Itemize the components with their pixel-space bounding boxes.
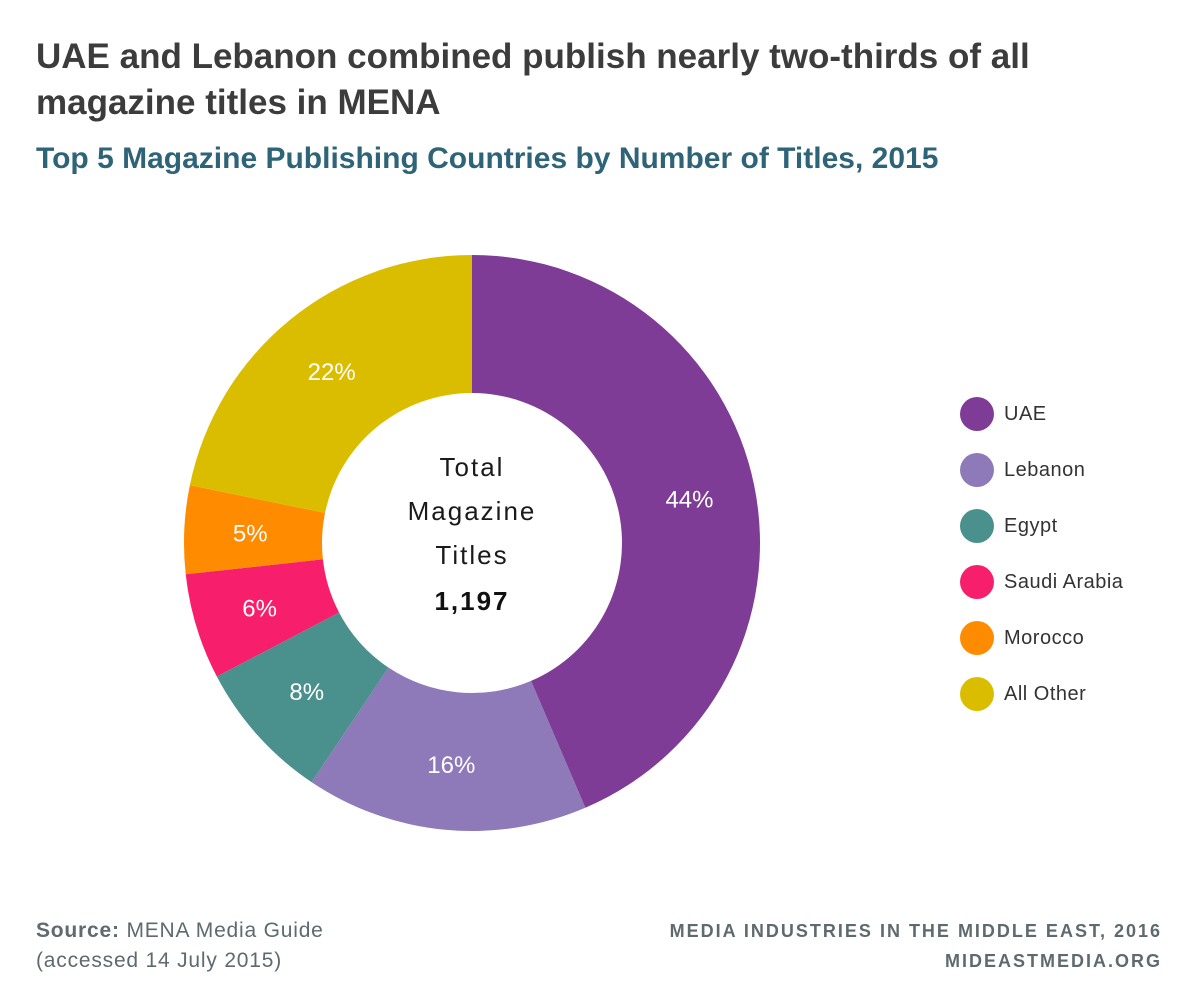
center-label: Total Magazine Titles 1,197 [408, 452, 537, 616]
legend-swatch-saudi-arabia [960, 565, 994, 599]
legend: UAE Lebanon Egypt Saudi Arabia Morocco A… [960, 386, 1123, 722]
credit-website: MIDEASTMEDIA.ORG [944, 951, 1162, 971]
donut-slices [184, 255, 760, 831]
slice-label-all-other: 22% [308, 359, 356, 386]
legend-item-egypt: Egypt [960, 498, 1123, 554]
legend-label-all-other: All Other [1004, 682, 1087, 705]
legend-item-all-other: All Other [960, 666, 1123, 722]
legend-item-saudi-arabia: Saudi Arabia [960, 554, 1123, 610]
legend-label-saudi-arabia: Saudi Arabia [1004, 570, 1124, 593]
publication-credit: MEDIA INDUSTRIES IN THE MIDDLE EAST, 201… [670, 916, 1162, 976]
legend-label-lebanon: Lebanon [1004, 458, 1086, 481]
legend-label-egypt: Egypt [1004, 514, 1058, 537]
legend-swatch-uae [960, 397, 994, 431]
source-label: Source: [36, 919, 120, 942]
legend-item-uae: UAE [960, 386, 1123, 442]
legend-label-morocco: Morocco [1004, 626, 1085, 649]
credit-publication: MEDIA INDUSTRIES IN THE MIDDLE EAST, 201… [669, 921, 1162, 941]
slice-egypt [216, 612, 389, 783]
center-total-value: 1,197 [434, 586, 509, 616]
source-line: Source: MENA Media Guide [36, 916, 324, 946]
legend-swatch-egypt [960, 509, 994, 543]
slice-label-morocco: 5% [233, 521, 268, 548]
slice-label-egypt: 8% [289, 679, 324, 706]
legend-swatch-lebanon [960, 453, 994, 487]
slice-label-saudi-arabia: 6% [242, 596, 277, 623]
legend-swatch-all-other [960, 677, 994, 711]
slice-saudi-arabia [185, 559, 340, 677]
slice-morocco [184, 485, 326, 575]
legend-item-lebanon: Lebanon [960, 442, 1123, 498]
chart-title: UAE and Lebanon combined publish nearly … [36, 37, 1030, 122]
source-accessed-note: (accessed 14 July 2015) [36, 949, 283, 972]
legend-item-morocco: Morocco [960, 610, 1123, 666]
chart-subtitle: Top 5 Magazine Publishing Countries by N… [36, 142, 939, 175]
slice-uae [472, 255, 760, 808]
center-label-line-3: Titles [435, 540, 508, 570]
slice-label-uae: 44% [665, 486, 713, 513]
source-note: Source: MENA Media Guide (accessed 14 Ju… [36, 916, 324, 976]
slice-labels: 44% 16% 8% 6% 5% 22% [233, 359, 714, 779]
legend-label-uae: UAE [1004, 402, 1047, 425]
center-label-line-1: Total [440, 452, 505, 482]
source-text: MENA Media Guide [126, 919, 324, 942]
center-label-line-2: Magazine [408, 496, 537, 526]
slice-label-lebanon: 16% [427, 752, 475, 779]
slice-all-other [189, 255, 472, 513]
slice-lebanon [311, 667, 586, 831]
legend-swatch-morocco [960, 621, 994, 655]
